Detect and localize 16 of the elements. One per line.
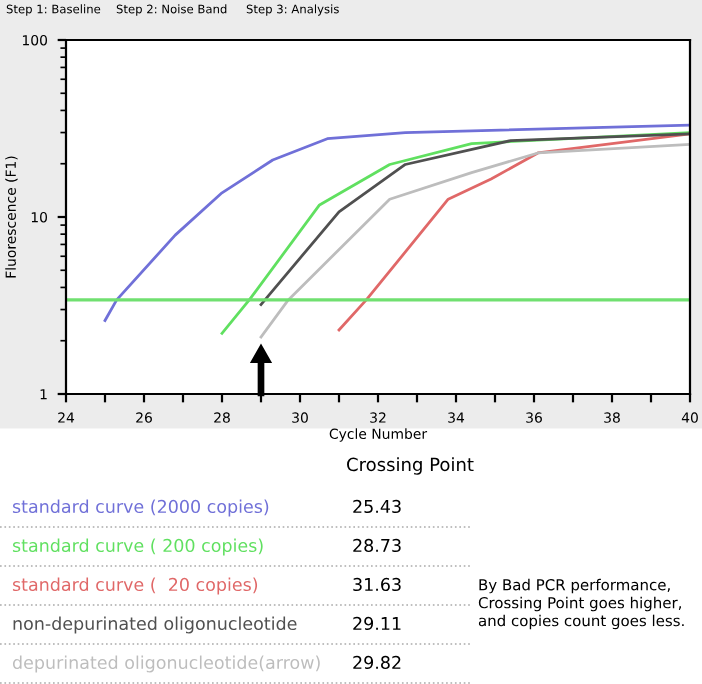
line-series	[103, 123, 690, 322]
text: standard curve (2000 copies)	[12, 499, 269, 517]
text: 25.43	[353, 499, 401, 514]
line-series	[337, 132, 690, 332]
line-series	[220, 131, 690, 335]
text: 28.73	[353, 538, 401, 553]
text: 29.82	[353, 655, 401, 670]
line-series	[259, 132, 690, 306]
text: standard curve ( 20 copies)	[12, 577, 258, 595]
text: non-depurinated oligonucleotide	[13, 616, 297, 634]
text: standard curve ( 200 copies)	[12, 538, 263, 556]
text: 31.63	[353, 577, 401, 592]
line-series	[259, 143, 690, 339]
text: depurinated oligonucleotide(arrow)	[12, 655, 320, 673]
text: Crossing Point	[347, 457, 474, 475]
text: 29.11	[353, 616, 401, 631]
